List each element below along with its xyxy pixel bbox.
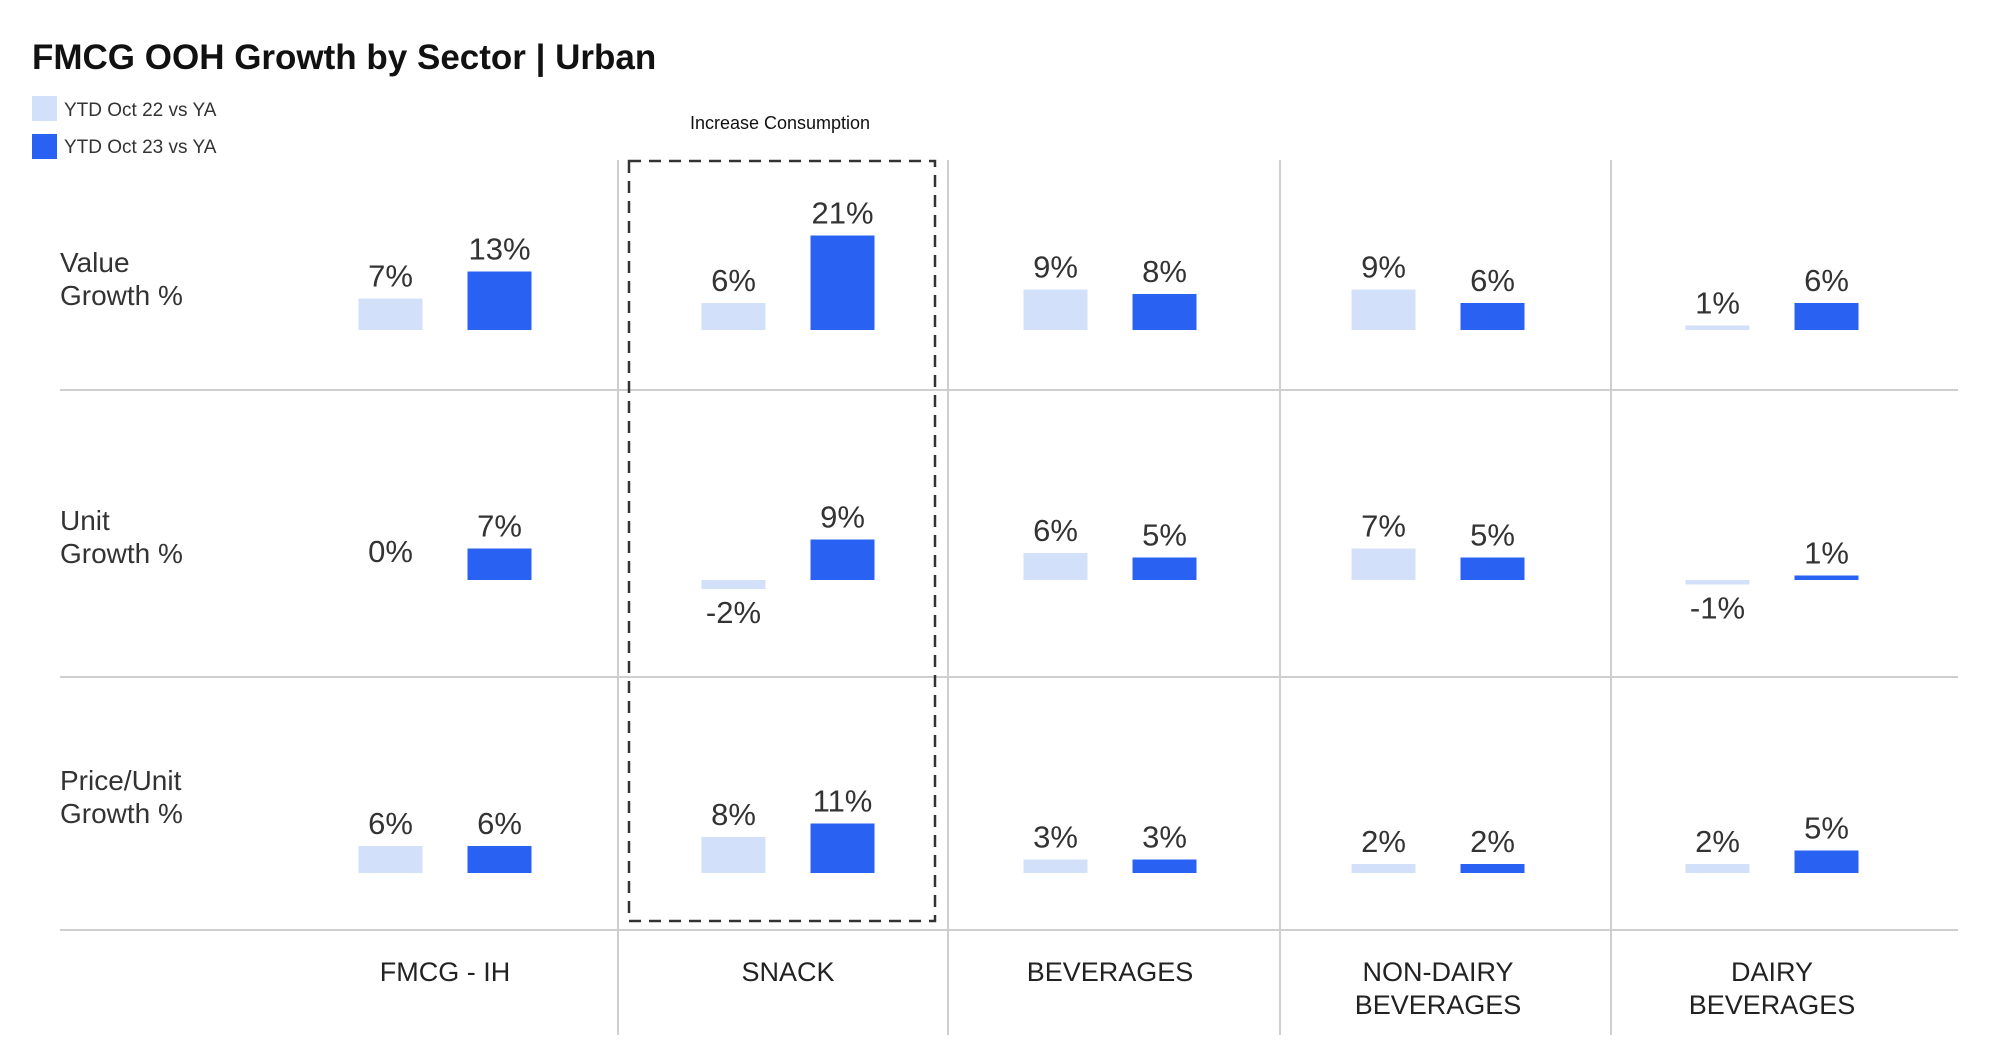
value-label: 7% [368,259,413,294]
bar-ytd23 [810,539,875,580]
legend-label-ytd23: YTD Oct 23 vs YA [64,137,217,158]
bar-ytd22 [1023,859,1088,873]
metric-label: Unit [60,505,110,536]
value-label: 7% [1361,509,1406,544]
bar-ytd22 [1023,553,1088,580]
grid-lines [60,160,1958,1035]
bar-ytd23 [1460,864,1525,873]
bar-ytd22 [1685,864,1750,873]
metric-label: Price/Unit [60,765,182,796]
bar-ytd23 [1132,294,1197,330]
value-label: 3% [1142,820,1187,855]
value-label: 13% [468,232,530,267]
value-label: 11% [813,784,873,819]
value-label: 9% [1361,250,1406,285]
legend-label-ytd22: YTD Oct 22 vs YA [64,100,217,121]
bar-ytd23 [467,846,532,873]
legend-swatch-ytd22 [32,96,57,121]
bar-ytd23 [1794,575,1859,580]
category-label: DAIRY [1731,957,1813,987]
value-label: 21% [811,196,873,231]
value-label: 1% [1804,536,1849,571]
value-label: 5% [1142,518,1187,553]
bar-ytd22 [1351,864,1416,873]
bar-ytd22 [1685,325,1750,330]
bar-ytd23 [810,235,875,330]
bar-ytd22 [358,846,423,873]
value-label: -1% [1690,591,1745,626]
value-label: 3% [1033,820,1078,855]
value-label: -2% [706,595,761,630]
bar-ytd23 [810,823,875,873]
legend-swatch-ytd23 [32,134,57,159]
bar-ytd22 [701,580,766,589]
category-label: BEVERAGES [1355,990,1522,1020]
value-label: 6% [1033,513,1078,548]
bar-ytd23 [1132,859,1197,873]
bar-ytd22 [1351,548,1416,580]
metric-label: Growth % [60,538,183,569]
value-label: 6% [1470,263,1515,298]
category-label: FMCG - IH [380,957,510,987]
legend: YTD Oct 22 vs YA YTD Oct 23 vs YA [32,96,217,159]
bar-ytd22 [1685,580,1750,585]
category-label: SNACK [741,957,834,987]
value-label: 9% [1033,250,1078,285]
category-labels: FMCG - IH SNACK BEVERAGES NON-DAIRYBEVERAGE… [380,957,1856,1020]
bar-ytd23 [1132,557,1197,580]
value-label: 6% [711,263,756,298]
bar-ytd23 [1794,850,1859,873]
bars [358,235,1859,873]
value-label: 9% [820,500,865,535]
bar-ytd22 [1351,289,1416,330]
bar-ytd22 [701,837,766,873]
bar-ytd23 [1460,557,1525,580]
bar-ytd22 [701,303,766,330]
bar-ytd22 [1023,289,1088,330]
annotation-label: Increase Consumption [690,113,870,133]
value-label: 7% [477,509,522,544]
bar-ytd23 [467,548,532,580]
metric-label: Value [60,247,130,278]
bar-ytd23 [1794,303,1859,330]
value-label: 6% [1804,263,1849,298]
value-labels: 7% 6% 9% 9% 1% 13% 21% 8% 6% 6% 0% -2% 6% 7% -1% 7% 9% 5%… [368,196,1849,860]
bar-ytd22 [358,298,423,330]
value-label: 5% [1804,811,1849,846]
value-label: 2% [1695,824,1740,859]
metric-label: Growth % [60,798,183,829]
category-label: BEVERAGES [1027,957,1194,987]
bar-ytd23 [1460,303,1525,330]
value-label: 8% [711,797,756,832]
value-label: 8% [1142,254,1187,289]
value-label: 5% [1470,518,1515,553]
value-label: 2% [1470,824,1515,859]
category-label: NON-DAIRY [1362,957,1513,987]
category-label: BEVERAGES [1689,990,1856,1020]
chart-title: FMCG OOH Growth by Sector | Urban [32,38,656,77]
value-label: 0% [368,534,413,569]
metric-label: Growth % [60,280,183,311]
value-label: 6% [477,806,522,841]
value-label: 6% [368,806,413,841]
bar-ytd23 [467,271,532,330]
value-label: 2% [1361,824,1406,859]
snack-highlight-box [627,159,937,923]
value-label: 1% [1695,286,1740,321]
